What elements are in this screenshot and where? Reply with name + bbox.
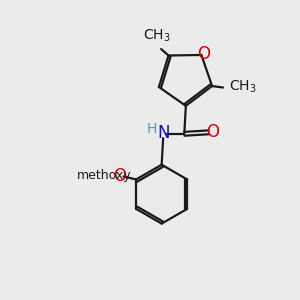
Text: O: O: [113, 167, 127, 185]
Text: methoxy: methoxy: [77, 169, 132, 182]
Text: CH$_3$: CH$_3$: [229, 79, 256, 95]
Text: CH$_3$: CH$_3$: [143, 28, 170, 44]
Text: N: N: [157, 124, 169, 142]
Text: O: O: [206, 123, 219, 141]
Text: O: O: [197, 45, 210, 63]
Text: H: H: [147, 122, 157, 136]
